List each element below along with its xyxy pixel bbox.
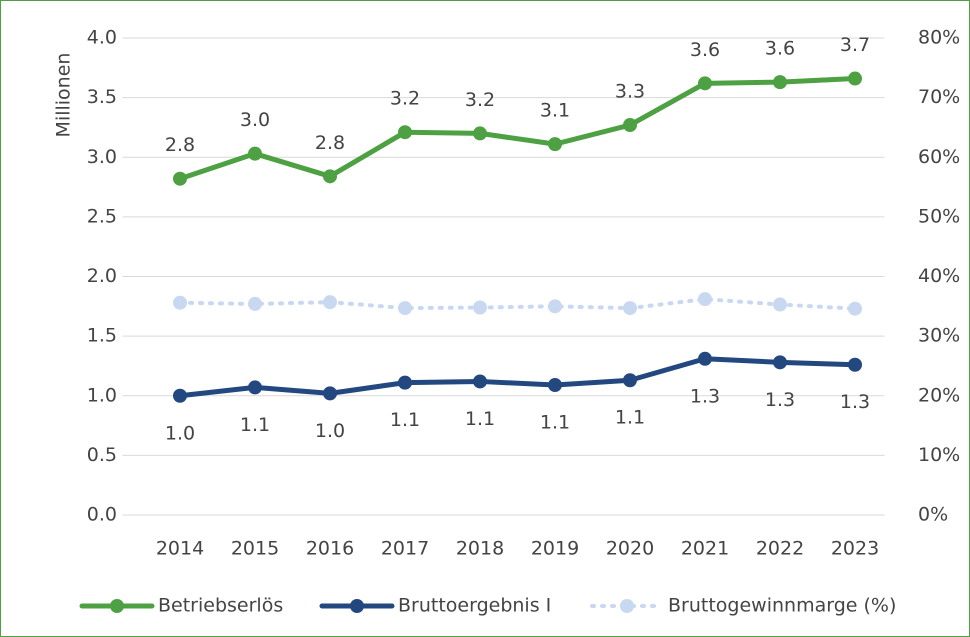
point bbox=[698, 76, 712, 91]
point bbox=[623, 301, 637, 316]
legend-label: Bruttoergebnis I bbox=[398, 595, 551, 617]
point bbox=[848, 71, 862, 86]
x-tick-label: 2023 bbox=[831, 538, 879, 560]
point bbox=[473, 300, 487, 315]
value-label: 1.1 bbox=[465, 408, 495, 430]
value-label: 3.7 bbox=[840, 34, 870, 56]
point bbox=[398, 375, 412, 390]
value-label: 3.0 bbox=[240, 109, 270, 131]
y-axis-title: Millionen bbox=[53, 53, 75, 138]
point bbox=[173, 171, 187, 186]
y-tick-label: 3.5 bbox=[87, 86, 117, 108]
y2-tick-label: 40% bbox=[918, 265, 960, 287]
series-line bbox=[178, 297, 857, 311]
legend-marker bbox=[350, 599, 364, 613]
x-tick-label: 2017 bbox=[381, 538, 429, 560]
x-tick-label: 2022 bbox=[756, 538, 804, 560]
x-tick-label: 2015 bbox=[231, 538, 279, 560]
value-label: 1.1 bbox=[540, 412, 570, 434]
x-tick-label: 2019 bbox=[531, 538, 579, 560]
point bbox=[473, 374, 487, 389]
point bbox=[173, 295, 187, 310]
point bbox=[323, 295, 337, 310]
y-tick-label: 2.0 bbox=[87, 265, 117, 287]
legend-label: Betriebserlös bbox=[158, 595, 283, 617]
y-tick-label: 1.0 bbox=[87, 384, 117, 406]
y-tick-label: 1.5 bbox=[87, 325, 117, 347]
value-label: 2.8 bbox=[315, 132, 345, 154]
point bbox=[248, 296, 262, 311]
y2-tick-label: 10% bbox=[918, 444, 960, 466]
value-label: 1.3 bbox=[765, 389, 795, 411]
point bbox=[698, 351, 712, 366]
point bbox=[248, 146, 262, 161]
point bbox=[323, 386, 337, 401]
point bbox=[848, 301, 862, 316]
point bbox=[473, 126, 487, 141]
point bbox=[773, 355, 787, 370]
y2-tick-label: 60% bbox=[918, 146, 960, 168]
value-label: 2.8 bbox=[165, 134, 195, 156]
y2-tick-label: 0% bbox=[918, 504, 948, 526]
x-tick-label: 2020 bbox=[606, 538, 654, 560]
x-tick-label: 2016 bbox=[306, 538, 354, 560]
series-line bbox=[177, 76, 858, 182]
point bbox=[773, 297, 787, 312]
y-tick-label: 0.5 bbox=[87, 444, 117, 466]
y-tick-label: 0.0 bbox=[87, 504, 117, 526]
point bbox=[698, 292, 712, 307]
value-label: 1.3 bbox=[690, 385, 720, 407]
value-label: 1.1 bbox=[240, 414, 270, 436]
value-label: 3.3 bbox=[615, 81, 645, 103]
y2-tick-label: 50% bbox=[918, 205, 960, 227]
legend-label: Bruttogewinnmarge (%) bbox=[668, 595, 896, 617]
point bbox=[548, 137, 562, 152]
point bbox=[248, 380, 262, 395]
y-tick-label: 4.0 bbox=[87, 27, 117, 49]
value-label: 3.2 bbox=[390, 88, 420, 110]
x-tick-label: 2014 bbox=[156, 538, 204, 560]
legend-marker bbox=[620, 599, 634, 613]
point bbox=[848, 357, 862, 372]
value-label: 3.6 bbox=[765, 38, 795, 60]
legend-marker bbox=[110, 599, 124, 613]
point bbox=[623, 118, 637, 133]
point bbox=[173, 388, 187, 403]
y2-tick-label: 20% bbox=[918, 384, 960, 406]
series-line bbox=[177, 356, 858, 399]
value-label: 1.0 bbox=[315, 420, 345, 442]
value-label: 3.6 bbox=[690, 39, 720, 61]
x-tick-label: 2018 bbox=[456, 538, 504, 560]
value-label: 3.1 bbox=[540, 100, 570, 122]
y2-tick-label: 70% bbox=[918, 86, 960, 108]
value-label: 1.0 bbox=[165, 422, 195, 444]
value-label: 1.3 bbox=[840, 391, 870, 413]
point bbox=[398, 301, 412, 316]
value-label: 1.1 bbox=[615, 407, 645, 429]
point bbox=[323, 169, 337, 184]
value-label: 3.2 bbox=[465, 89, 495, 111]
y2-tick-label: 80% bbox=[918, 27, 960, 49]
y-tick-label: 3.0 bbox=[87, 146, 117, 168]
point bbox=[548, 299, 562, 314]
value-label: 1.1 bbox=[390, 409, 420, 431]
point bbox=[773, 75, 787, 90]
point bbox=[398, 125, 412, 140]
y-tick-label: 2.5 bbox=[87, 205, 117, 227]
x-tick-label: 2021 bbox=[681, 538, 729, 560]
point bbox=[623, 373, 637, 388]
point bbox=[548, 378, 562, 393]
y2-tick-label: 30% bbox=[918, 325, 960, 347]
